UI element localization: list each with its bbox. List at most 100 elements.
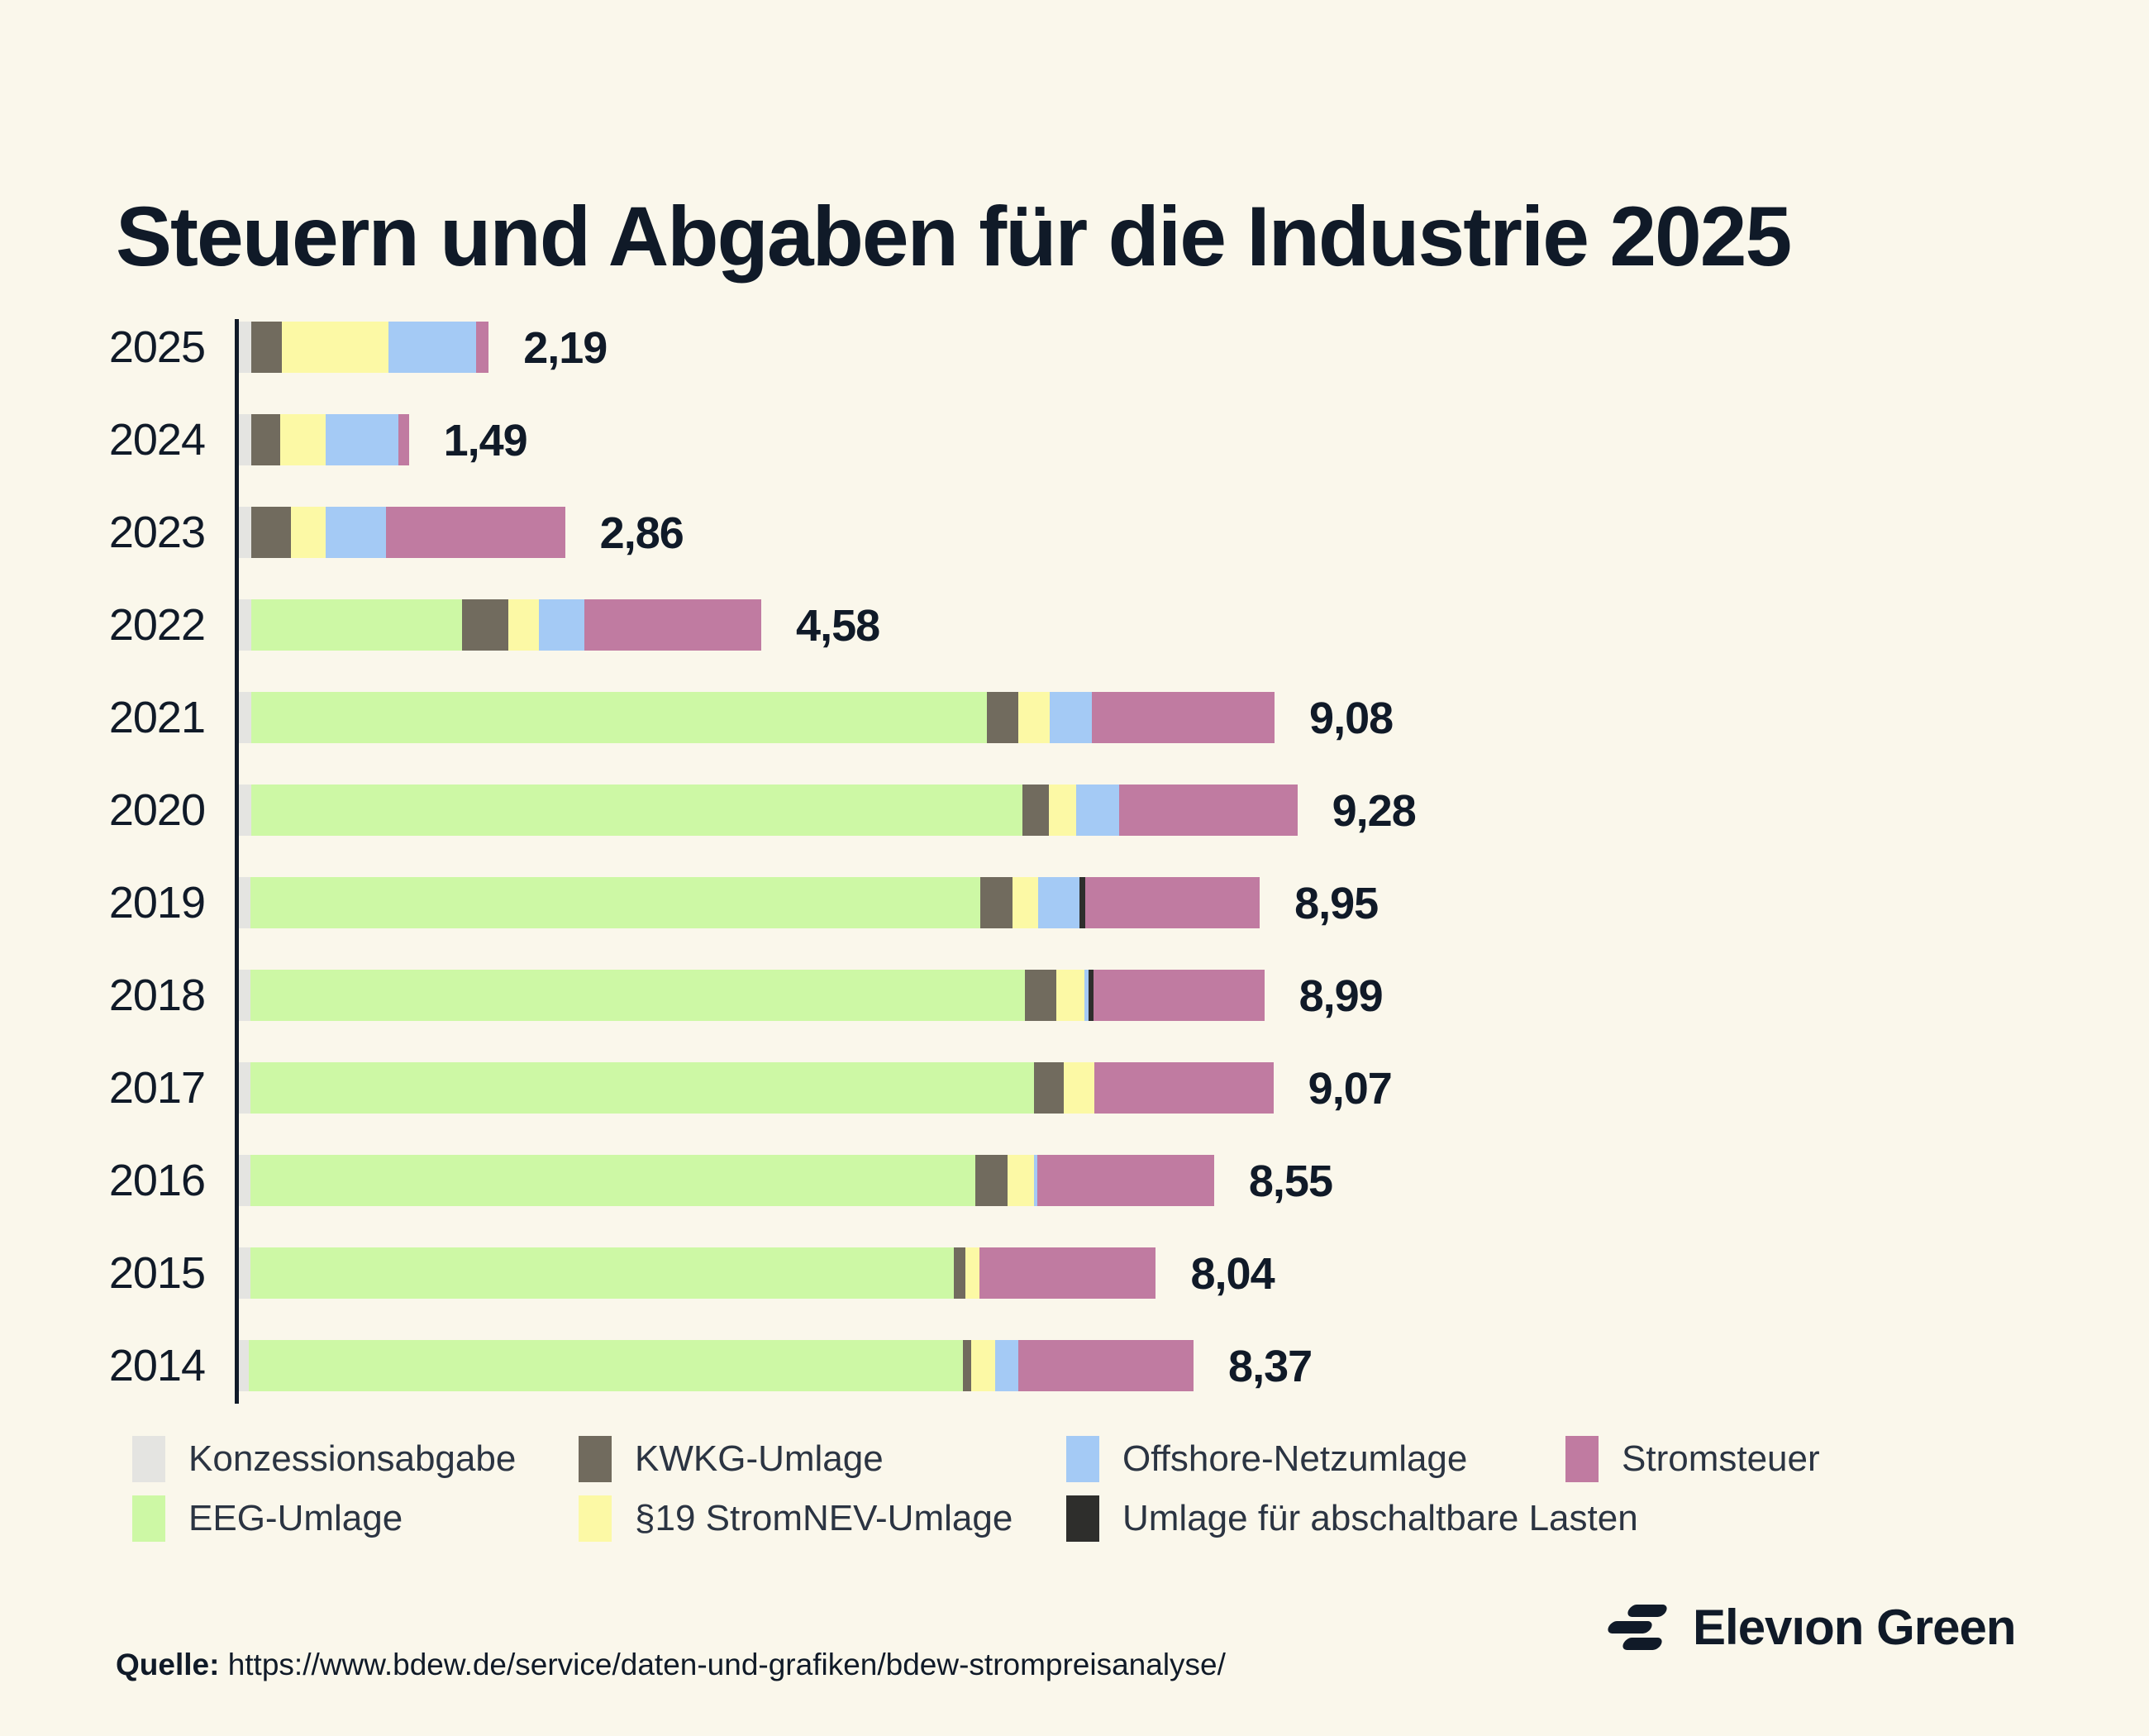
- bar-total-label: 8,04: [1190, 1249, 1275, 1299]
- bar-segment-konzessionsabgabe: [239, 1155, 250, 1206]
- stacked-bar: [239, 877, 1260, 928]
- bar-segment-konzessionsabgabe: [239, 1340, 250, 1391]
- source-label: Quelle:: [116, 1648, 220, 1681]
- elevion-green-logo: Elevıon Green: [1605, 1599, 2016, 1656]
- bar-total-label: 2,19: [523, 323, 608, 373]
- bar-segment-stromsteuer: [1094, 1062, 1274, 1114]
- bar-segment-kwkg: [1033, 1062, 1064, 1114]
- bar-segment-kwkg: [1024, 970, 1057, 1021]
- stacked-bar: [239, 692, 1275, 743]
- bar-segment-kwkg: [251, 322, 283, 373]
- chart-row-2019: 2019 8,95: [0, 877, 2149, 928]
- bar-segment-eeg: [249, 1340, 964, 1391]
- legend-swatch-konzessionsabgabe: [132, 1436, 165, 1482]
- bar-segment-s19: [1063, 1062, 1094, 1114]
- legend-label: §19 StromNEV-Umlage: [635, 1498, 1013, 1538]
- bar-segment-stromsteuer: [1119, 785, 1298, 836]
- stacked-bar: [239, 1340, 1194, 1391]
- source-line: Quelle: https://www.bdew.de/service/date…: [116, 1648, 1226, 1682]
- bar-segment-konzessionsabgabe: [239, 599, 252, 651]
- bar-segment-eeg: [250, 1062, 1034, 1114]
- bar-segment-kwkg: [979, 877, 1013, 928]
- chart-row-2024: 2024 1,49: [0, 414, 2149, 465]
- year-tick-label: 2020: [108, 785, 206, 835]
- elevion-green-icon: [1605, 1604, 1673, 1651]
- bar-segment-offshore: [1075, 785, 1120, 836]
- bar-segment-offshore: [1084, 970, 1089, 1021]
- chart-row-2021: 2021 9,08: [0, 692, 2149, 743]
- legend-label: KWKG-Umlage: [635, 1438, 884, 1479]
- bar-total-label: 4,58: [796, 601, 880, 651]
- chart-row-2015: 2015 8,04: [0, 1247, 2149, 1299]
- bar-segment-stromsteuer: [476, 322, 489, 373]
- bar-segment-kwkg: [987, 692, 1018, 743]
- bar-segment-abla: [1079, 877, 1085, 928]
- bar-segment-offshore: [1050, 692, 1093, 743]
- bar-segment-s19: [1056, 970, 1084, 1021]
- year-tick-label: 2016: [108, 1156, 206, 1205]
- legend-item-eeg: EEG-Umlage: [132, 1495, 403, 1543]
- bar-segment-eeg: [250, 970, 1025, 1021]
- bar-segment-eeg: [250, 1247, 955, 1299]
- bar-segment-konzessionsabgabe: [239, 1062, 250, 1114]
- bar-segment-kwkg: [975, 1155, 1008, 1206]
- legend-item-s19: §19 StromNEV-Umlage: [579, 1495, 1013, 1543]
- year-tick-label: 2025: [108, 322, 206, 372]
- bar-segment-konzessionsabgabe: [239, 507, 252, 558]
- bar-segment-stromsteuer: [979, 1247, 1156, 1299]
- bar-total-label: 9,07: [1308, 1064, 1393, 1114]
- bar-segment-konzessionsabgabe: [239, 877, 250, 928]
- bar-segment-eeg: [251, 692, 988, 743]
- bar-segment-offshore: [325, 414, 399, 465]
- bar-segment-s19: [282, 322, 388, 373]
- legend-item-offshore: Offshore-Netzumlage: [1066, 1435, 1467, 1483]
- source-url: https://www.bdew.de/service/daten-und-gr…: [227, 1648, 1226, 1681]
- legend-label: Konzessionsabgabe: [188, 1438, 517, 1479]
- chart-row-2018: 2018 8,99: [0, 970, 2149, 1021]
- bar-segment-eeg: [251, 599, 463, 651]
- legend-label: Stromsteuer: [1622, 1438, 1820, 1479]
- bar-total-label: 8,95: [1294, 879, 1379, 928]
- stacked-bar: [239, 785, 1298, 836]
- bar-segment-eeg: [250, 877, 980, 928]
- bar-segment-eeg: [250, 1155, 976, 1206]
- legend-swatch-s19: [579, 1495, 612, 1542]
- bar-segment-stromsteuer: [1084, 877, 1260, 928]
- bar-total-label: 9,28: [1332, 786, 1417, 836]
- bar-segment-s19: [291, 507, 326, 558]
- legend-label: Offshore-Netzumlage: [1122, 1438, 1468, 1479]
- bar-segment-kwkg: [251, 507, 292, 558]
- bar-segment-s19: [1048, 785, 1076, 836]
- bar-segment-konzessionsabgabe: [239, 1247, 250, 1299]
- bar-segment-konzessionsabgabe: [239, 970, 250, 1021]
- y-axis-line: [235, 319, 239, 1404]
- bar-segment-eeg: [251, 785, 1023, 836]
- bar-segment-s19: [279, 414, 326, 465]
- legend-item-konzessionsabgabe: Konzessionsabgabe: [132, 1435, 516, 1483]
- legend-item-abla: Umlage für abschaltbare Lasten: [1066, 1495, 1638, 1543]
- bar-total-label: 8,37: [1228, 1342, 1313, 1391]
- page-title: Steuern und Abgaben für die Industrie 20…: [116, 189, 1792, 284]
- bar-segment-konzessionsabgabe: [239, 414, 252, 465]
- stacked-bar: [239, 414, 409, 465]
- bar-segment-kwkg: [462, 599, 508, 651]
- bar-segment-offshore: [538, 599, 585, 651]
- logo-bar-top: [1625, 1604, 1670, 1617]
- bar-segment-stromsteuer: [1017, 1340, 1194, 1391]
- stacked-bar: [239, 1062, 1274, 1114]
- bar-total-label: 1,49: [443, 416, 528, 465]
- legend-swatch-eeg: [132, 1495, 165, 1542]
- bar-segment-offshore: [1033, 1155, 1037, 1206]
- chart-row-2014: 2014 8,37: [0, 1340, 2149, 1391]
- bar-segment-kwkg: [954, 1247, 966, 1299]
- bar-segment-stromsteuer: [398, 414, 409, 465]
- stacked-bar: [239, 507, 565, 558]
- bar-segment-kwkg: [1022, 785, 1049, 836]
- bar-segment-konzessionsabgabe: [239, 322, 252, 373]
- bar-total-label: 9,08: [1309, 694, 1394, 743]
- legend-item-stromsteuer: Stromsteuer: [1565, 1435, 1820, 1483]
- bar-segment-s19: [507, 599, 539, 651]
- bar-segment-s19: [970, 1340, 995, 1391]
- bar-segment-s19: [965, 1247, 979, 1299]
- year-tick-label: 2018: [108, 971, 206, 1020]
